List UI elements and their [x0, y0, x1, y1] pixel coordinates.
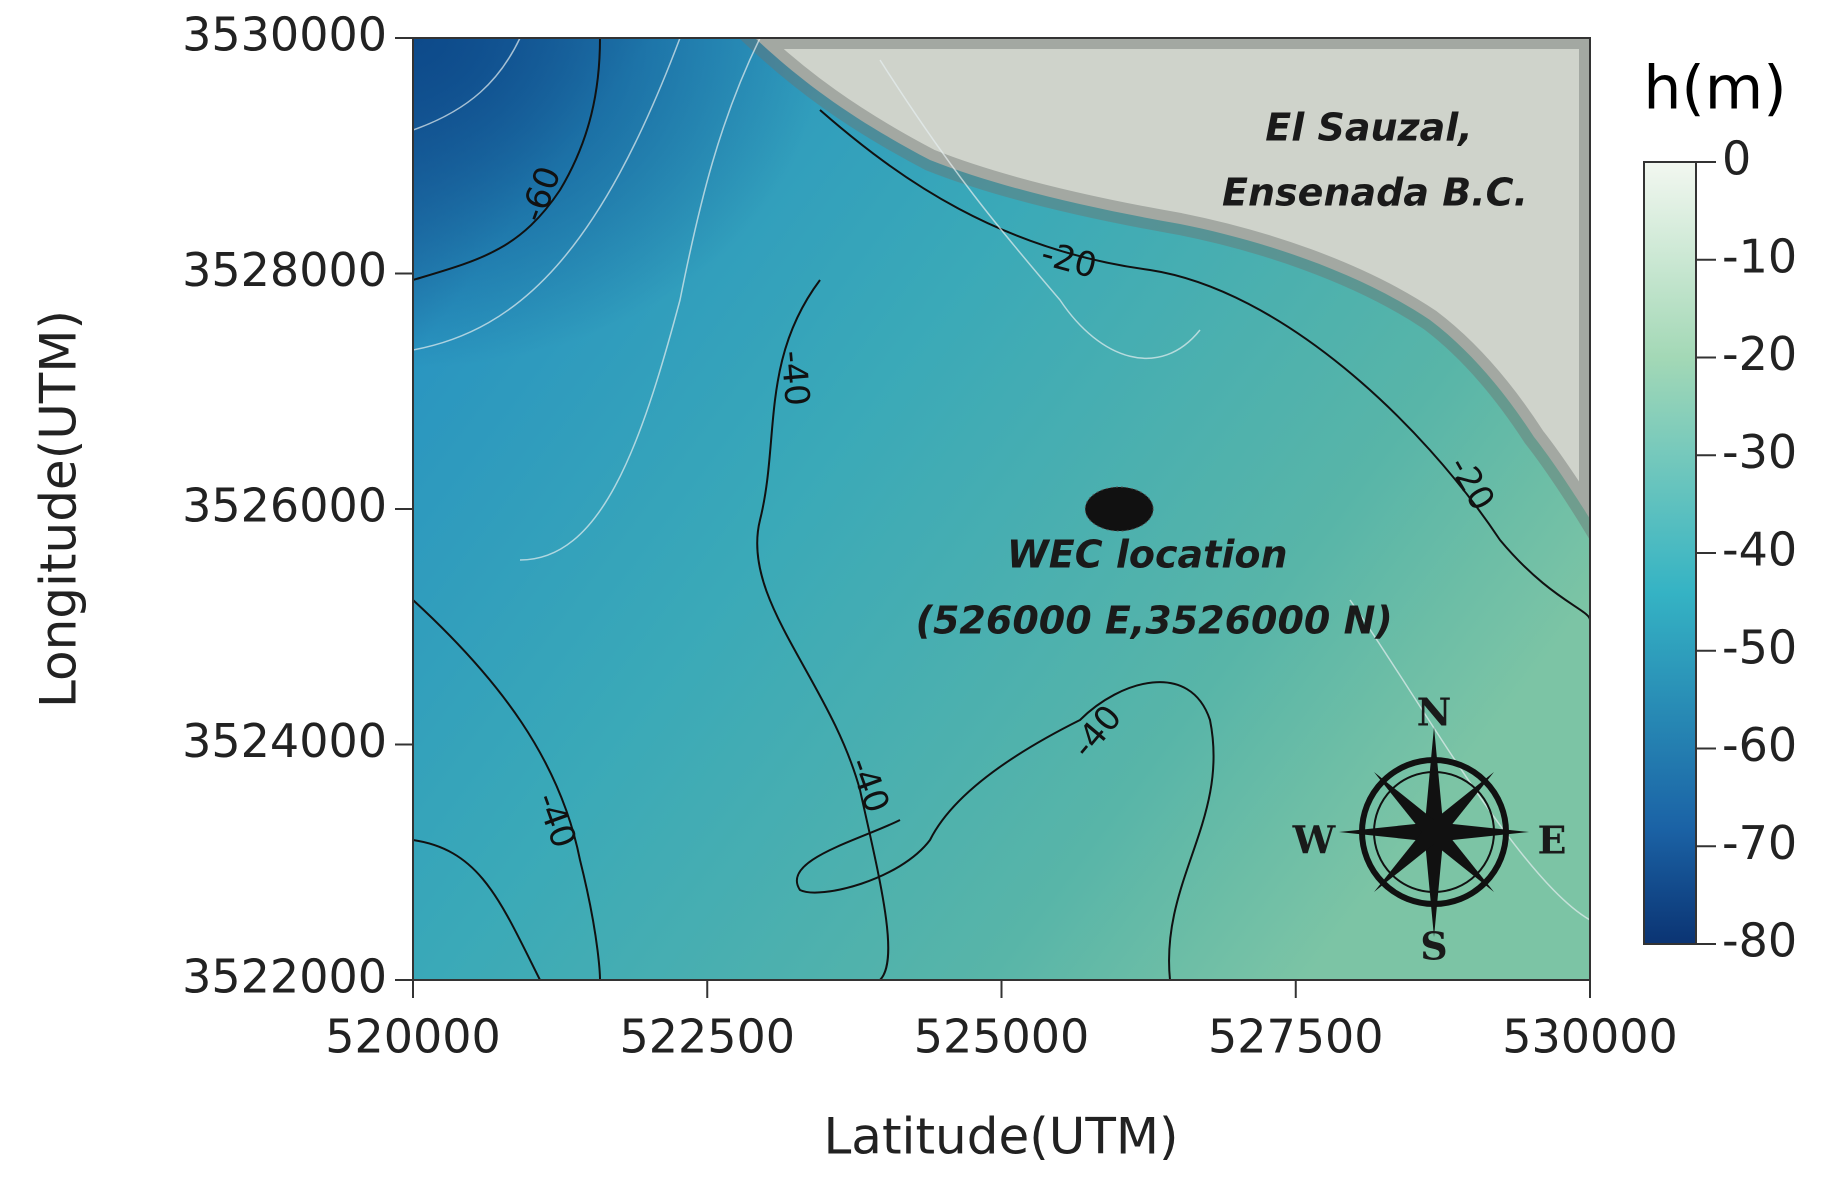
x-tick-label: 520000: [325, 1010, 501, 1064]
map: [413, 38, 1590, 980]
compass-s: S: [1420, 924, 1447, 969]
compass-rose: [1339, 727, 1529, 937]
place-name: El Sauzal,: [1265, 106, 1473, 150]
land: [738, 38, 1590, 541]
x-tick-label: 525000: [914, 1010, 1090, 1064]
compass-n: N: [1417, 690, 1452, 735]
x-tick-label: 522500: [619, 1010, 795, 1064]
colorbar: [1643, 161, 1697, 945]
wec-marker: [1084, 486, 1154, 532]
compass-w: W: [1292, 818, 1337, 863]
wec-label: WEC location: [1007, 533, 1288, 577]
contours: [413, 38, 1590, 980]
y-tick-label: 3528000: [182, 243, 387, 297]
colorbar-tick-label: -70: [1722, 816, 1797, 870]
colorbar-tick-label: -50: [1722, 620, 1797, 674]
colorbar-tick-label: -60: [1722, 718, 1797, 772]
x-tick-label: 530000: [1502, 1010, 1678, 1064]
wec-coords: (526000 E,3526000 N): [916, 599, 1393, 643]
colorbar-tick-label: -80: [1722, 914, 1797, 968]
colorbar-tick-label: -20: [1722, 327, 1797, 381]
colorbar-tick-label: -40: [1722, 523, 1797, 577]
place-name: Ensenada B.C.: [1222, 171, 1528, 215]
colorbar-tick-label: -30: [1722, 425, 1797, 479]
y-tick-label: 3522000: [182, 950, 387, 1004]
minor-contours: [413, 38, 1590, 921]
compass-e: E: [1538, 818, 1567, 863]
contour-label: -40: [772, 349, 817, 408]
y-tick-label: 3530000: [182, 8, 387, 62]
x-tick-label: 527500: [1208, 1010, 1384, 1064]
colorbar-tick-label: 0: [1722, 132, 1751, 186]
colorbar-title: h(m): [1643, 54, 1786, 124]
y-axis-label: Longitude(UTM): [30, 310, 88, 708]
y-tick-label: 3526000: [182, 479, 387, 533]
x-axis-label: Latitude(UTM): [823, 1108, 1178, 1166]
colorbar-tick-label: -10: [1722, 229, 1797, 283]
y-tick-label: 3524000: [182, 714, 387, 768]
